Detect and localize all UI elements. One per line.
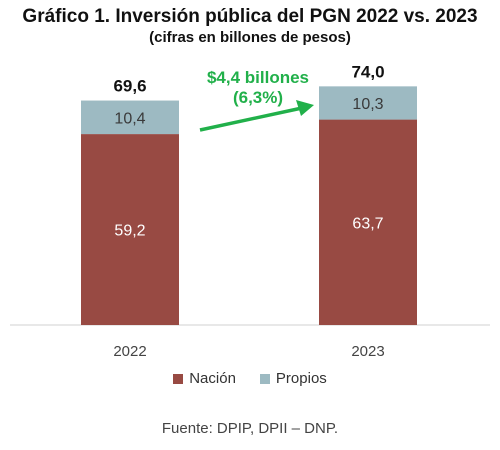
bar-propios-2023 — [319, 86, 417, 120]
chart-title: Gráfico 1. Inversión pública del PGN 202… — [22, 6, 478, 27]
source-note: Fuente: DPIP, DPII – DNP. — [161, 420, 339, 437]
legend-label-nacion: Nación — [189, 370, 236, 387]
legend: Nación Propios — [0, 370, 500, 387]
legend-label-propios: Propios — [275, 370, 327, 387]
growth-annotation-percent: (6,3%) — [233, 88, 283, 107]
total-label-2023: 74,0 — [351, 62, 384, 81]
bar-nacion-2022 — [81, 134, 179, 325]
x-tick-label-2022: 2022 — [113, 343, 146, 360]
bar-propios-2022 — [81, 100, 179, 135]
data-label-nacion-2022: 59,2 — [114, 223, 145, 240]
legend-swatch-propios — [259, 373, 270, 384]
data-label-propios-2022: 10,4 — [114, 110, 145, 127]
bar-nacion-2023 — [319, 119, 417, 325]
growth-arrow-head — [296, 100, 314, 116]
growth-arrow-shaft — [199, 106, 303, 132]
legend-item-nacion: Nación — [173, 370, 236, 387]
data-label-propios-2023: 10,3 — [352, 96, 383, 113]
legend-item-propios: Propios — [259, 370, 327, 387]
chart-subtitle: (cifras en billones de pesos) — [149, 29, 351, 46]
legend-swatch-nacion — [173, 373, 184, 384]
data-label-nacion-2023: 63,7 — [352, 215, 383, 232]
growth-annotation-amount: $4,4 billones — [207, 68, 309, 87]
x-tick-label-2023: 2023 — [351, 343, 384, 360]
total-label-2022: 69,6 — [113, 77, 146, 96]
